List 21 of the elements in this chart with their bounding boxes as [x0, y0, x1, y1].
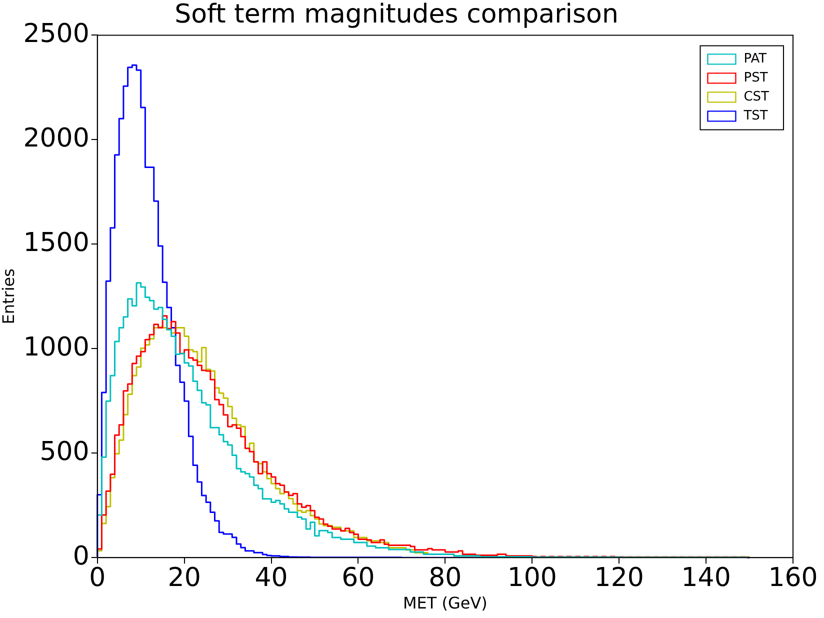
y-tick-label: 0	[72, 541, 90, 572]
y-tick-label: 1500	[23, 228, 90, 258]
legend-label: CST	[744, 90, 770, 105]
x-tick-label: 120	[594, 562, 644, 593]
x-tick-label: 140	[681, 562, 731, 593]
legend-label: PAT	[744, 52, 767, 67]
chart-title: Soft term magnitudes comparison	[174, 0, 618, 30]
y-axis-title: Entries	[0, 268, 18, 324]
x-tick-label: 160	[768, 562, 818, 593]
legend-label: TST	[742, 108, 768, 124]
y-tick-label: 2500	[23, 18, 90, 49]
legend-label: PST	[744, 70, 768, 86]
x-tick-label: 80	[428, 562, 462, 593]
x-tick-label: 40	[254, 562, 288, 593]
x-tick-label: 60	[342, 562, 375, 593]
x-tick-label: 20	[168, 562, 201, 593]
y-tick-label: 2000	[23, 123, 90, 154]
y-tick-label: 1000	[23, 332, 90, 362]
y-tick-label: 500	[40, 436, 90, 467]
x-axis-title: MET (GeV)	[402, 594, 488, 613]
x-tick-label: 100	[507, 562, 557, 593]
